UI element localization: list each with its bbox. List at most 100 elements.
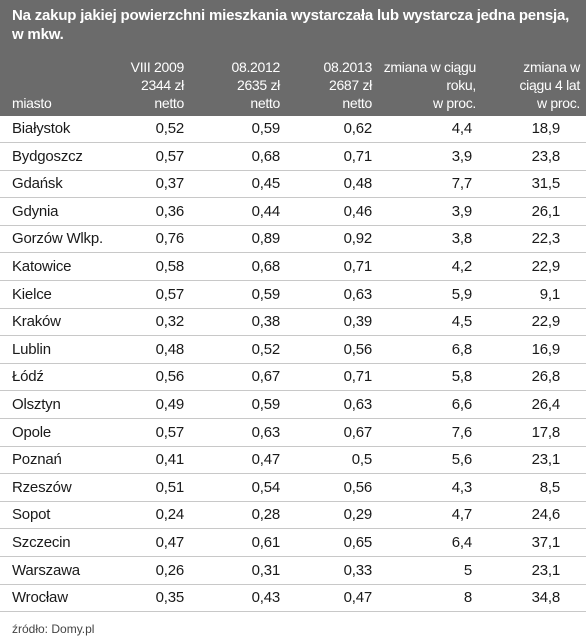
table-row: Białystok 0,52 0,59 0,62 4,4 18,9 [0,116,586,143]
value-cell: 6,4 [451,534,472,551]
value-cell: 0,61 [251,534,281,551]
city-cell: Lublin [12,341,51,358]
value-cell: 0,5 [351,451,372,468]
table-row: Gdynia 0,36 0,44 0,46 3,9 26,1 [0,199,586,226]
table-row: Kielce 0,57 0,59 0,63 5,9 9,1 [0,282,586,309]
value-cell: 0,41 [155,451,185,468]
city-cell: Gdynia [12,203,59,220]
value-cell: 0,63 [343,396,373,413]
city-cell: Bydgoszcz [12,148,83,165]
city-cell: Łódź [12,368,44,385]
table-title: Na zakup jakiej powierzchni mieszkania w… [12,7,570,43]
table-row: Gorzów Wlkp. 0,76 0,89 0,92 3,8 22,3 [0,226,586,253]
value-cell: 0,28 [251,506,281,523]
value-cell: 0,45 [251,175,281,192]
city-cell: Kraków [12,313,61,330]
value-cell: 0,57 [155,148,185,165]
value-cell: 0,57 [155,286,185,303]
value-cell: 7,7 [451,175,472,192]
value-cell: 3,9 [451,148,472,165]
value-cell: 31,5 [531,175,561,192]
source-note: źródło: Domy.pl [12,622,95,636]
value-cell: 18,9 [531,120,561,137]
value-cell: 0,52 [155,120,185,137]
value-cell: 0,35 [155,589,185,606]
value-cell: 5 [463,562,472,579]
table-row: Wrocław 0,35 0,43 0,47 8 34,8 [0,585,586,612]
value-cell: 23,8 [531,148,561,165]
value-cell: 23,1 [531,451,561,468]
table-row: Lublin 0,48 0,52 0,56 6,8 16,9 [0,337,586,364]
city-cell: Kielce [12,286,52,303]
value-cell: 26,8 [531,368,561,385]
city-cell: Olsztyn [12,396,61,413]
value-cell: 0,43 [251,589,281,606]
column-header-line: 08.2012 [231,59,280,75]
value-cell: 0,46 [343,203,373,220]
value-cell: 0,48 [155,341,185,358]
value-cell: 0,47 [251,451,281,468]
city-cell: Katowice [12,258,72,275]
city-cell: Szczecin [12,534,71,551]
table-row: Łódź 0,56 0,67 0,71 5,8 26,8 [0,364,586,391]
column-header-line: 2344 zł [140,77,184,93]
column-header-line: netto [250,95,280,111]
value-cell: 4,2 [451,258,472,275]
column-header-2013: 08.2013 2687 zł netto [298,58,372,112]
value-cell: 0,56 [155,368,185,385]
city-cell: Sopot [12,506,51,523]
value-cell: 0,48 [343,175,373,192]
column-header-line: ciągu 4 lat [519,77,580,93]
value-cell: 23,1 [531,562,561,579]
column-header-zmiana-4-lata: zmiana w ciągu 4 lat w proc. [486,58,580,112]
value-cell: 0,65 [343,534,373,551]
value-cell: 0,68 [251,148,281,165]
value-cell: 8 [463,589,472,606]
value-cell: 0,31 [251,562,281,579]
table-row: Bydgoszcz 0,57 0,68 0,71 3,9 23,8 [0,144,586,171]
value-cell: 0,29 [343,506,373,523]
value-cell: 22,9 [531,258,561,275]
value-cell: 37,1 [531,534,561,551]
column-header-line: zmiana w [523,59,580,75]
value-cell: 0,32 [155,313,185,330]
column-header-miasto: miasto [12,94,52,112]
city-cell: Gdańsk [12,175,63,192]
table-header: Na zakup jakiej powierzchni mieszkania w… [0,0,586,116]
value-cell: 0,76 [155,230,185,247]
value-cell: 7,6 [451,424,472,441]
table-row: Szczecin 0,47 0,61 0,65 6,4 37,1 [0,530,586,557]
value-cell: 0,56 [343,479,373,496]
value-cell: 0,49 [155,396,185,413]
city-cell: Poznań [12,451,62,468]
value-cell: 9,1 [539,286,560,303]
value-cell: 0,36 [155,203,185,220]
value-cell: 5,8 [451,368,472,385]
value-cell: 26,1 [531,203,561,220]
value-cell: 3,9 [451,203,472,220]
value-cell: 0,67 [251,368,281,385]
column-header-line: w proc. [432,95,476,111]
column-header-line: 2635 zł [236,77,280,93]
value-cell: 0,59 [251,396,281,413]
value-cell: 5,6 [451,451,472,468]
value-cell: 0,47 [343,589,373,606]
column-header-2012: 08.2012 2635 zł netto [206,58,280,112]
table-row: Warszawa 0,26 0,31 0,33 5 23,1 [0,558,586,585]
city-cell: Warszawa [12,562,80,579]
city-cell: Opole [12,424,52,441]
city-cell: Białystok [12,120,71,137]
value-cell: 0,57 [155,424,185,441]
value-cell: 0,58 [155,258,185,275]
value-cell: 17,8 [531,424,561,441]
value-cell: 4,5 [451,313,472,330]
city-cell: Rzeszów [12,479,72,496]
value-cell: 0,71 [343,148,373,165]
value-cell: 0,54 [251,479,281,496]
column-header-zmiana-rok: zmiana w ciągu roku, w proc. [378,58,477,112]
value-cell: 0,92 [343,230,373,247]
value-cell: 0,71 [343,368,373,385]
column-header-line: netto [154,95,184,111]
column-header-line: zmiana w ciągu [383,59,477,75]
value-cell: 0,71 [343,258,373,275]
